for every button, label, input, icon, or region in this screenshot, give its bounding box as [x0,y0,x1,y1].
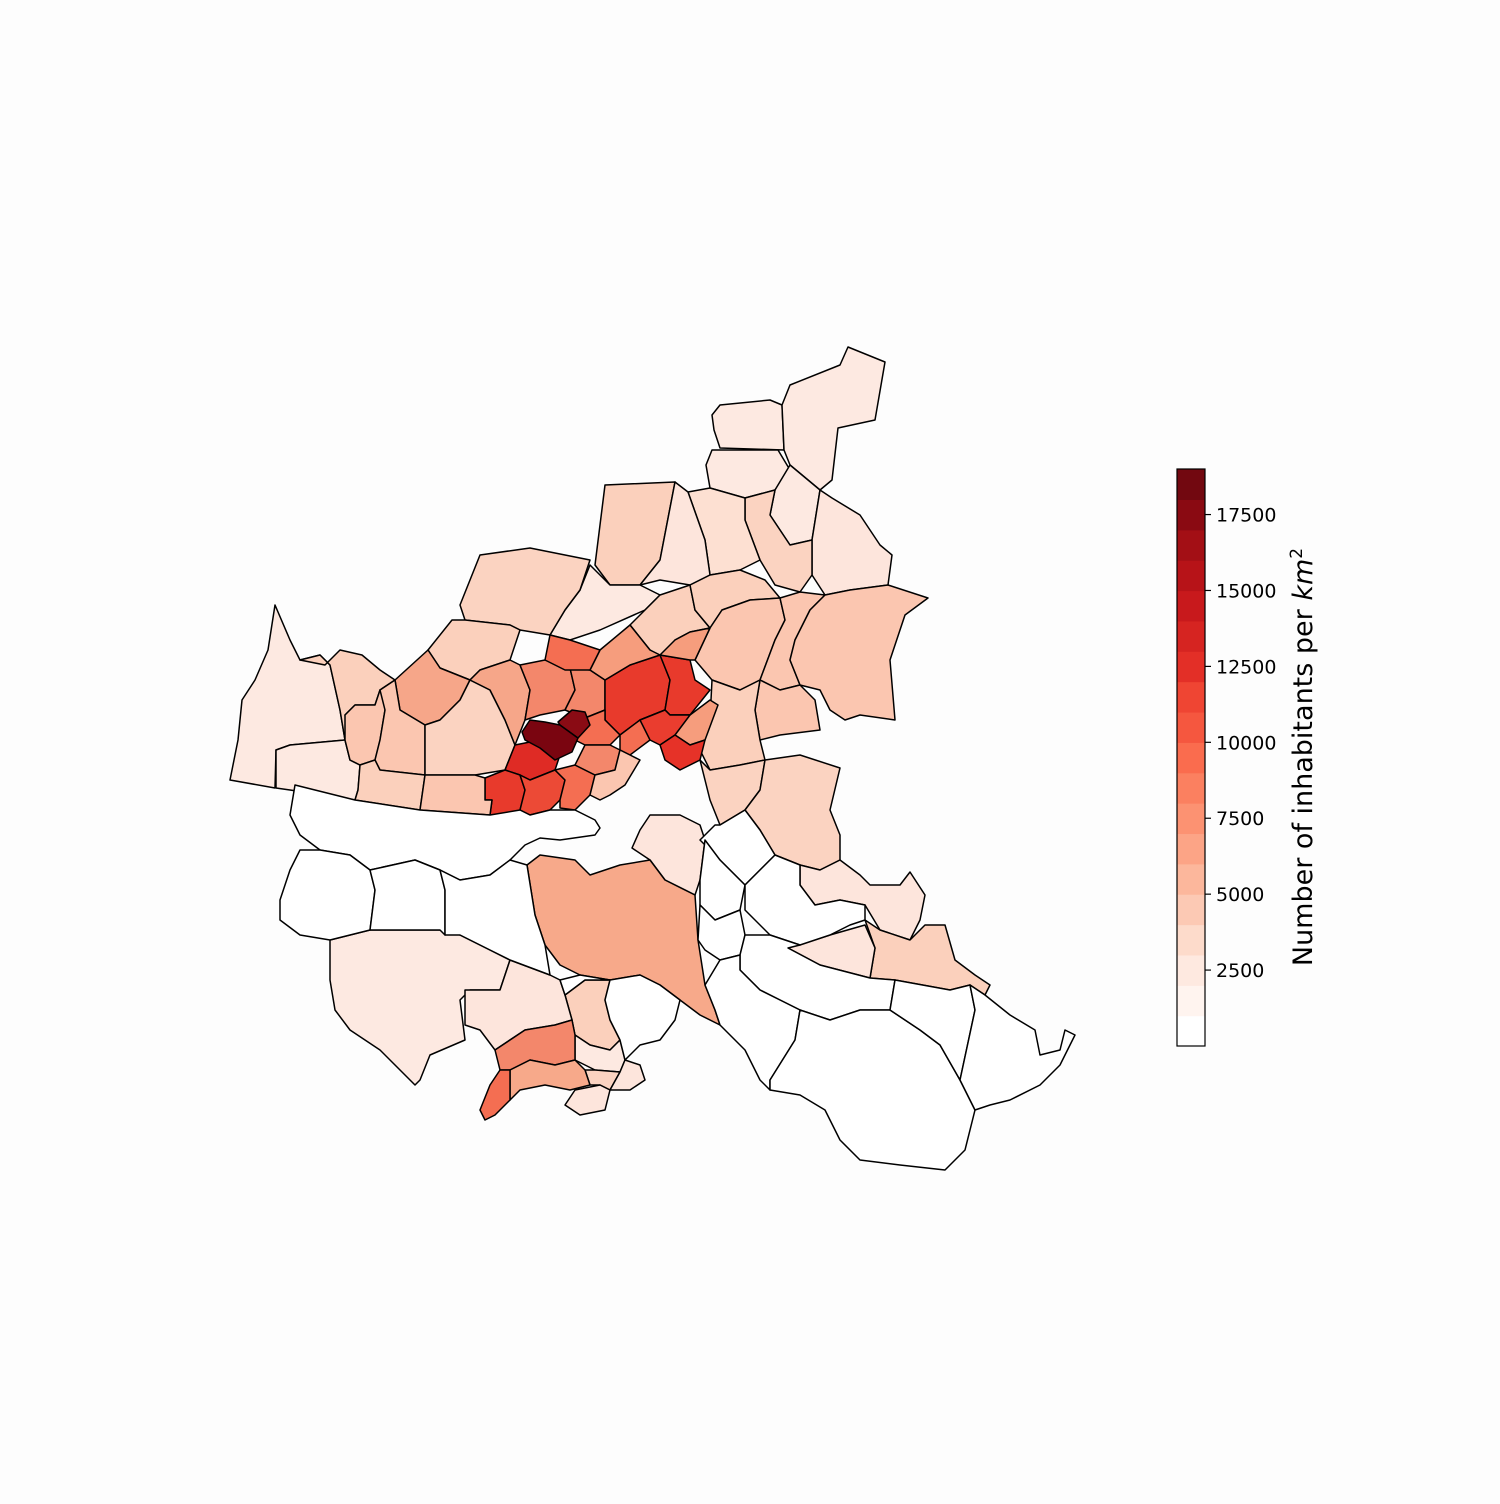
colorbar-band [1177,985,1205,1017]
district-region [279,849,376,941]
colorbar-tick-label: 10000 [1216,732,1276,754]
colorbar-tick-label: 5000 [1216,884,1264,906]
colorbar-tick-label: 15000 [1216,580,1276,602]
colorbar-bands [1177,469,1205,1047]
district-region [754,679,821,741]
district-region [557,709,591,739]
colorbar-band [1177,742,1205,774]
district-region [811,489,893,596]
district-region [589,749,641,801]
colorbar-band [1177,1015,1205,1047]
district-region [369,859,446,936]
colorbar-tick-label: 12500 [1216,656,1276,678]
colorbar: 2500 5000 7500 10000 12500 15000 17500 Number … [1176,468,1319,1047]
colorbar-band [1177,651,1205,683]
colorbar-band [1177,833,1205,865]
district-region [789,584,929,721]
district-region [559,974,611,996]
colorbar-band [1177,499,1205,531]
colorbar-band [1177,924,1205,956]
colorbar-band [1177,711,1205,743]
colorbar-tick-label: 7500 [1216,808,1264,830]
district-region [711,399,785,451]
district-region [604,974,681,1061]
colorbar-band [1177,894,1205,926]
colorbar-band [1177,954,1205,986]
colorbar-band [1177,681,1205,713]
district-region [659,734,706,771]
district-region [639,709,691,746]
colorbar-frame [1176,468,1206,1047]
district-region [519,769,566,816]
district-region [509,1059,591,1101]
district-region [419,774,493,816]
colorbar-label: Number of inhabitants per km2 [1287,548,1319,966]
colorbar-band [1177,863,1205,895]
colorbar-band [1177,803,1205,835]
district-region [439,859,551,976]
district-region [544,634,601,671]
district-region [521,719,579,761]
colorbar-band [1177,469,1205,500]
colorbar-tick-label: 2500 [1216,960,1264,982]
district-region [564,1084,611,1116]
colorbar-band [1177,590,1205,622]
colorbar-ticks: 2500 5000 7500 10000 12500 15000 17500 [1205,505,1276,982]
colorbar-band [1177,772,1205,804]
district-region [781,346,886,491]
colorbar-band [1177,620,1205,652]
district-region [479,1069,511,1121]
district-region [959,984,1076,1111]
colorbar-band [1177,560,1205,592]
choropleth-map [229,346,1076,1171]
colorbar-band [1177,529,1205,561]
colorbar-tick-label: 17500 [1216,505,1276,527]
